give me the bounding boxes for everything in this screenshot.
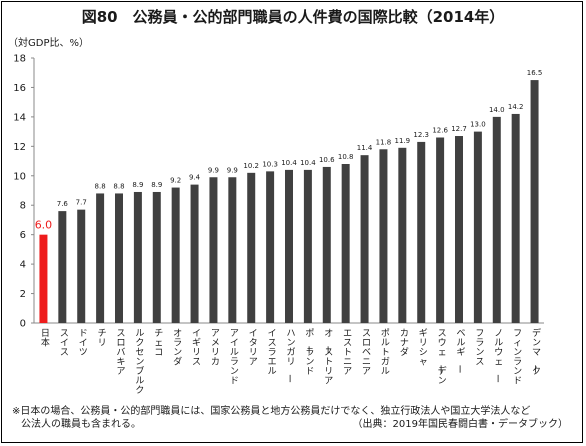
bar: [152, 191, 161, 323]
bar: [58, 211, 67, 323]
bar: [455, 136, 463, 323]
x-tick-label: チェコ: [154, 328, 163, 358]
bar: [417, 141, 426, 323]
data-label: 8.9: [132, 181, 143, 189]
data-label: 8.8: [113, 182, 124, 190]
data-label: 6.0: [35, 219, 53, 232]
x-tick-label: スロベニア: [362, 329, 371, 377]
data-label: 8.8: [95, 182, 106, 190]
bar: [209, 177, 218, 323]
x-tick-label: ポルトガル: [381, 328, 390, 377]
x-tick-label: オーストリア: [321, 328, 333, 387]
x-tick-label: ドイツ: [79, 329, 88, 358]
data-label: 16.5: [527, 69, 543, 77]
x-tick-label: デンマーク: [529, 327, 541, 377]
bar: [266, 171, 275, 323]
data-label: 9.4: [189, 174, 201, 182]
data-label: 10.3: [262, 160, 278, 168]
y-tick-label: 14: [13, 112, 26, 123]
data-label: 10.2: [243, 162, 259, 170]
x-tick-label: ギリシャ: [419, 328, 428, 368]
data-label: 9.9: [208, 166, 219, 174]
x-tick-label: スロバキア: [116, 329, 125, 377]
x-tick-label: イギリス: [192, 329, 201, 368]
chart-title: 図80 公務員・公的部門職員の人件費の国際比較（2014年）: [81, 8, 505, 26]
bar-chart: 0 2 4 6 8 10 12 14 16 18 6.0 日本 7.6 スイス 7.7 ドイツ 8.8 チリ 8.8…: [13, 54, 544, 396]
y-tick-label: 4: [20, 260, 26, 271]
footnote: ※日本の場合、公務員・公的部門職員には、国家公務員と地方公務員だけでなく、独立行…: [12, 405, 578, 431]
data-label: 11.4: [357, 144, 373, 152]
data-label: 7.6: [57, 200, 69, 208]
x-tick-label: フランス: [475, 329, 484, 368]
bar: [530, 80, 539, 323]
x-tick-label: エストニア: [343, 329, 352, 377]
x-tick-label: アメリカ: [211, 329, 220, 368]
bar: [379, 149, 388, 323]
y-tick-label: 10: [13, 171, 26, 182]
bar: [285, 169, 293, 323]
bar: [39, 234, 48, 323]
x-tick-label: 日本: [41, 328, 50, 349]
data-label: 9.2: [170, 177, 181, 185]
data-label: 14.0: [489, 106, 505, 114]
bar: [322, 166, 331, 323]
data-label: 13.0: [470, 121, 486, 129]
data-label: 10.6: [319, 156, 335, 164]
bar: [473, 131, 482, 323]
bar: [303, 169, 312, 323]
data-label: 12.6: [432, 127, 448, 135]
bar: [247, 172, 256, 323]
bar: [190, 184, 199, 323]
y-tick-label: 12: [13, 142, 26, 153]
bar: [360, 155, 369, 323]
x-tick-label: ハンガリー: [283, 329, 295, 383]
x-tick-label: ノルウェー: [491, 329, 503, 383]
y-tick-label: 16: [13, 83, 26, 94]
y-axis-unit-label: （対GDP比、%）: [8, 38, 89, 49]
y-tick-label: 2: [20, 289, 26, 300]
x-tick-label: カナダ: [400, 328, 409, 358]
bar: [115, 193, 123, 323]
data-label: 12.7: [451, 125, 467, 133]
x-tick-label: ベルギー: [453, 329, 465, 374]
footnote-line-1: ※日本の場合、公務員・公的部門職員には、国家公務員と地方公務員だけでなく、独立行…: [12, 406, 531, 417]
x-tick-label: スウェーデン: [435, 329, 447, 387]
data-label: 7.7: [76, 199, 87, 207]
data-label: 11.8: [376, 138, 392, 146]
data-label: 8.9: [151, 181, 162, 189]
x-tick-label: イタリア: [249, 329, 258, 368]
bar: [341, 164, 350, 323]
footnote-line-2: 公法人の職員も含まれる。: [21, 419, 141, 430]
data-label: 10.4: [281, 159, 297, 167]
y-tick-label: 0: [20, 319, 26, 330]
bar: [436, 137, 445, 323]
bar: [492, 116, 501, 323]
bar: [511, 113, 520, 323]
x-tick-label: フィンランド: [513, 329, 522, 387]
bar: [77, 209, 86, 323]
data-label: 12.3: [413, 131, 429, 139]
data-label: 14.2: [508, 103, 524, 111]
x-tick-label: ルクセンブルク: [135, 329, 144, 396]
bar: [133, 191, 142, 323]
y-tick-label: 6: [20, 230, 26, 241]
x-tick-label: アイルランド: [230, 329, 239, 387]
x-tick-label: イスラエル: [268, 329, 277, 377]
x-tick-label: スイス: [60, 329, 69, 358]
data-label: 9.9: [227, 166, 238, 174]
data-label: 10.8: [338, 153, 354, 161]
bar: [228, 177, 237, 323]
source-note: （出典：2019年国民春闘白書・データブック）: [352, 419, 568, 430]
bar: [96, 193, 105, 323]
bar: [398, 147, 407, 323]
y-tick-label: 18: [13, 54, 26, 65]
x-tick-label: ポーランド: [302, 328, 314, 377]
x-tick-label: チリ: [98, 328, 107, 349]
y-tick-label: 8: [20, 201, 26, 212]
x-tick-label: オランダ: [173, 328, 182, 368]
bar: [171, 187, 180, 323]
data-label: 11.9: [395, 137, 411, 145]
data-label: 10.4: [300, 159, 316, 167]
